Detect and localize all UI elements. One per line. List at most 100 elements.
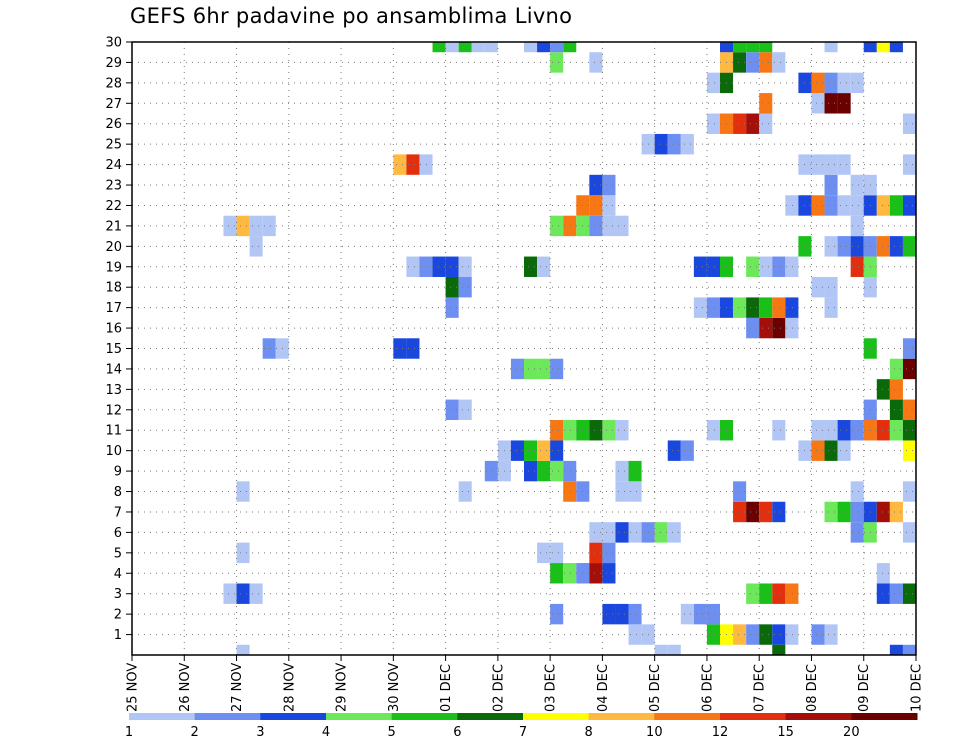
heatmap-cell — [759, 624, 773, 645]
heatmap-cell — [393, 338, 407, 359]
heatmap-cell — [811, 195, 825, 216]
heatmap-cell — [563, 42, 577, 53]
heatmap-cell — [667, 440, 681, 461]
heatmap-cell — [524, 440, 538, 461]
heatmap-cell — [746, 317, 760, 339]
heatmap-cell — [902, 399, 916, 421]
grid-layer — [132, 41, 917, 655]
heatmap-cell — [902, 358, 916, 380]
heatmap-cell — [850, 501, 864, 523]
heatmap-cell — [772, 624, 786, 645]
heatmap-cell — [746, 42, 760, 53]
x-tick-label: 01 DEC — [439, 664, 454, 712]
heatmap-cell — [785, 195, 799, 216]
heatmap-cell — [537, 460, 551, 482]
y-tick-label: 9 — [114, 465, 122, 480]
x-tick-label: 28 NOV — [282, 663, 297, 712]
heatmap-cell — [706, 420, 720, 441]
heatmap-cell — [432, 256, 446, 277]
heatmap-cell — [720, 42, 734, 53]
heatmap-cell — [876, 420, 890, 441]
heatmap-cell — [589, 195, 603, 216]
heatmap-cell — [628, 481, 642, 502]
heatmap-cell — [693, 256, 707, 277]
heatmap-cell — [811, 440, 825, 461]
heatmap-cell — [615, 522, 629, 543]
y-tick-label: 13 — [105, 383, 122, 398]
heatmap-cell — [824, 93, 838, 114]
heatmap-cell — [615, 420, 629, 441]
heatmap-cell — [824, 420, 838, 441]
y-tick-label: 23 — [105, 179, 122, 194]
heatmap-cell — [824, 174, 838, 196]
heatmap-cell — [563, 460, 577, 482]
x-tick-label: 07 DEC — [753, 664, 768, 712]
heatmap-cell — [524, 256, 538, 277]
heatmap-cell — [889, 399, 903, 421]
heatmap-cell — [550, 358, 564, 380]
heatmap-cell — [746, 297, 760, 318]
heatmap-cell — [445, 399, 459, 421]
heatmap-cell — [628, 624, 642, 645]
heatmap-cell — [850, 420, 864, 441]
heatmap-cell — [850, 174, 864, 196]
heatmap-cell — [680, 603, 694, 625]
heatmap-cell — [445, 297, 459, 318]
color-legend: 1 2 3 4 5 6 7 8 10 12 15 20 — [125, 713, 918, 740]
legend-color-swatch — [720, 713, 787, 720]
x-tick-label: 26 NOV — [178, 663, 193, 712]
heatmap-cell — [746, 52, 760, 73]
heatmap-cell — [733, 113, 747, 134]
heatmap-cell — [824, 624, 838, 645]
heatmap-cell — [406, 154, 420, 175]
heatmap-cell — [850, 195, 864, 216]
y-tick-label: 21 — [105, 219, 122, 234]
heatmap-cell — [628, 603, 642, 625]
heatmap-cell — [824, 72, 838, 94]
heatmap-cell — [746, 624, 760, 645]
heatmap-cell — [824, 297, 838, 318]
heatmap-cell — [654, 644, 668, 655]
y-tick-label: 4 — [114, 567, 122, 582]
y-tick-label: 17 — [105, 301, 122, 316]
heatmap-cell — [746, 113, 760, 134]
x-tick-label: 29 NOV — [335, 663, 350, 712]
legend-label: 20 — [843, 725, 860, 740]
heatmap-cell — [772, 297, 786, 318]
heatmap-cell — [550, 563, 564, 584]
legend-color-swatch — [785, 713, 852, 720]
heatmap-cell — [236, 542, 250, 564]
heatmap-cell — [445, 256, 459, 277]
heatmap-cell — [876, 236, 890, 257]
heatmap-cell — [811, 624, 825, 645]
heatmap-cell — [706, 624, 720, 645]
y-tick-label: 8 — [114, 485, 122, 500]
heatmap-cell — [850, 481, 864, 502]
y-tick-label: 27 — [105, 97, 122, 112]
heatmap-cell — [811, 276, 825, 298]
heatmap-cell — [589, 52, 603, 73]
heatmap-cell — [236, 583, 250, 604]
legend-color-swatch — [457, 713, 524, 720]
heatmap-cell — [484, 42, 498, 53]
heatmap-cell — [262, 338, 276, 359]
heatmap-cell — [889, 420, 903, 441]
heatmap-cell — [537, 542, 551, 564]
heatmap-cell — [550, 42, 564, 53]
legend-label: 12 — [712, 725, 729, 740]
heatmap-cell — [902, 195, 916, 216]
heatmap-cell — [837, 236, 851, 257]
y-tick-label: 2 — [114, 608, 122, 623]
heatmap-cell — [537, 358, 551, 380]
heatmap-cell — [902, 440, 916, 461]
x-tick-label: 27 NOV — [230, 663, 245, 712]
y-tick-label: 6 — [114, 526, 122, 541]
heatmap-cell — [746, 583, 760, 604]
heatmap-cell — [850, 236, 864, 257]
heatmap-cell — [693, 603, 707, 625]
legend-label: 5 — [388, 725, 396, 740]
heatmap-cell — [550, 603, 564, 625]
y-tick-label: 28 — [105, 76, 122, 91]
heatmap-cell — [837, 501, 851, 523]
heatmap-cell — [510, 358, 524, 380]
